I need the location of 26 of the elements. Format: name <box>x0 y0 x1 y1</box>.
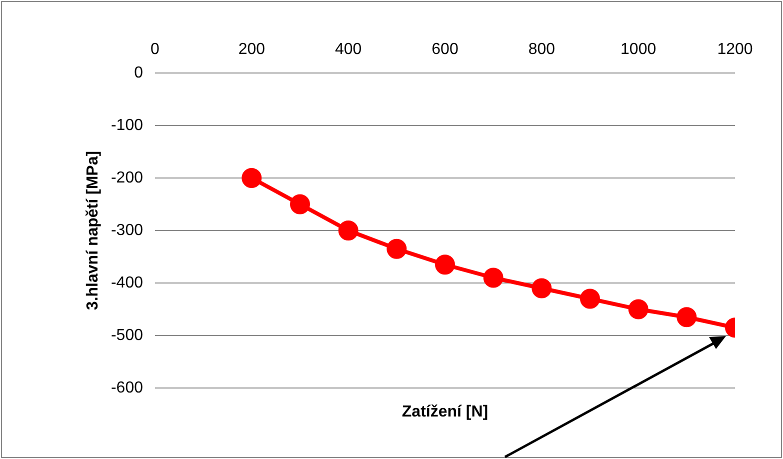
x-tick-label: 800 <box>528 40 556 58</box>
point <box>435 254 455 275</box>
x-tick-label: 1000 <box>620 40 656 58</box>
y-tick-label: -200 <box>110 169 144 186</box>
y-tick-label: -500 <box>110 326 144 344</box>
point <box>386 238 407 259</box>
x-axis-title: Zatížení [N] <box>402 403 488 420</box>
y-tick-label: -100 <box>110 116 144 134</box>
x-tick-label: 200 <box>238 40 266 58</box>
y-tick-label: -300 <box>110 222 144 239</box>
point <box>580 288 600 309</box>
point <box>242 168 262 188</box>
x-tick-label: 1200 <box>717 40 753 58</box>
y-axis-title: 3.hlavní napětí [MPa] <box>84 150 102 310</box>
y-tick-label: -600 <box>110 379 144 396</box>
y-tick-label: 0 <box>134 64 144 82</box>
x-tick-label: 0 <box>150 40 160 58</box>
point <box>483 268 504 288</box>
x-tick-label: 600 <box>432 40 458 58</box>
x-tick-label: 400 <box>334 40 362 58</box>
point <box>290 194 310 214</box>
point <box>676 307 697 328</box>
point <box>532 278 552 298</box>
y-tick-label: -400 <box>110 274 144 292</box>
point <box>338 220 358 240</box>
point <box>628 299 648 320</box>
